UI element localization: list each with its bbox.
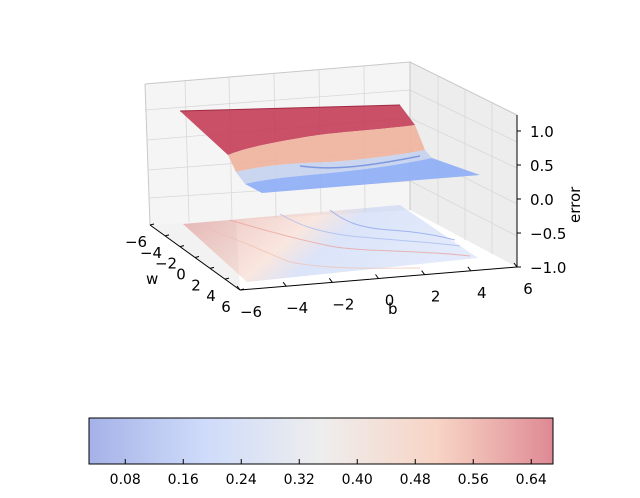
w-tick-label: 4 [206,287,216,305]
w-tick-mark [179,245,185,248]
b-axis-ticks: −6 −4 −2 0 2 4 6 [236,262,533,321]
colorbar: 0.08 0.16 0.24 0.32 0.40 0.48 0.56 0.64 [88,417,554,488]
b-tick-mark [236,285,241,291]
surface-low-plateau [245,158,480,193]
w-axis-label: w [146,270,158,288]
surface-ridge-highlight [179,104,401,112]
b-tick-mark [375,274,379,279]
b-tick-mark [467,266,472,272]
surface-trough-line [299,155,421,169]
z-tick-label: −1.0 [530,259,566,277]
b-tick-mark [421,270,426,275]
b-tick-label: 6 [523,280,533,298]
w-tick-mark [209,266,215,269]
b-tick-mark [282,281,287,287]
z-axis-ticks: −1.0 −0.5 0.0 0.5 1.0 [517,123,566,277]
z-tick-label: −0.5 [530,225,566,243]
contour-floor [183,205,478,282]
colorbar-tick-label: 0.56 [458,472,489,488]
z-axis-label: error [566,186,584,223]
w-tick-label: 0 [176,266,186,284]
colorbar-tick-label: 0.24 [226,472,257,488]
w-tick-label: 2 [191,276,201,294]
b-tick-label: 0 [385,292,395,310]
floor-contour-3 [329,209,456,241]
colorbar-tick-label: 0.16 [168,472,199,488]
floor-contour-2 [279,213,461,247]
surface-upper-slope [228,125,425,172]
w-tick-label: −4 [140,244,162,262]
w-tick-mark [194,256,200,258]
colorbar-tick-label: 0.64 [516,472,547,488]
error-surface [179,104,480,193]
w-tick-label: −6 [125,233,147,251]
b-tick-mark [328,278,333,283]
colorbar-tick-label: 0.08 [110,472,141,488]
b-tick-label: −6 [240,303,262,321]
floor-contour-1 [229,219,471,257]
w-tick-mark [239,288,245,291]
b-tick-label: 2 [431,288,441,306]
colorbar-tick-label: 0.32 [284,472,315,488]
surface-high-plateau [180,105,415,155]
w-tick-label: 6 [221,298,231,316]
z-tick-label: 1.0 [530,123,554,141]
w-tick-mark [149,223,155,226]
b-tick-label: 4 [477,284,487,302]
floor-contour-4 [204,227,421,269]
b-tick-label: −2 [332,295,354,313]
colorbar-gradient [88,417,554,465]
w-tick-label: −2 [155,255,177,273]
z-tick-label: 0.0 [530,191,554,209]
w-tick-mark [224,277,230,280]
z-tick-label: 0.5 [530,157,554,175]
surface-mid-slope [236,150,432,184]
floor-fill [183,205,478,282]
right-pane [410,62,517,267]
colorbar-tick-label: 0.40 [342,472,373,488]
b-tick-label: −4 [286,299,308,317]
colorbar-ticks: 0.08 0.16 0.24 0.32 0.40 0.48 0.56 0.64 [110,459,547,488]
w-tick-mark [164,234,170,237]
b-axis-label: b [388,300,398,318]
colorbar-tick-label: 0.48 [400,472,431,488]
b-tick-mark [513,262,518,268]
